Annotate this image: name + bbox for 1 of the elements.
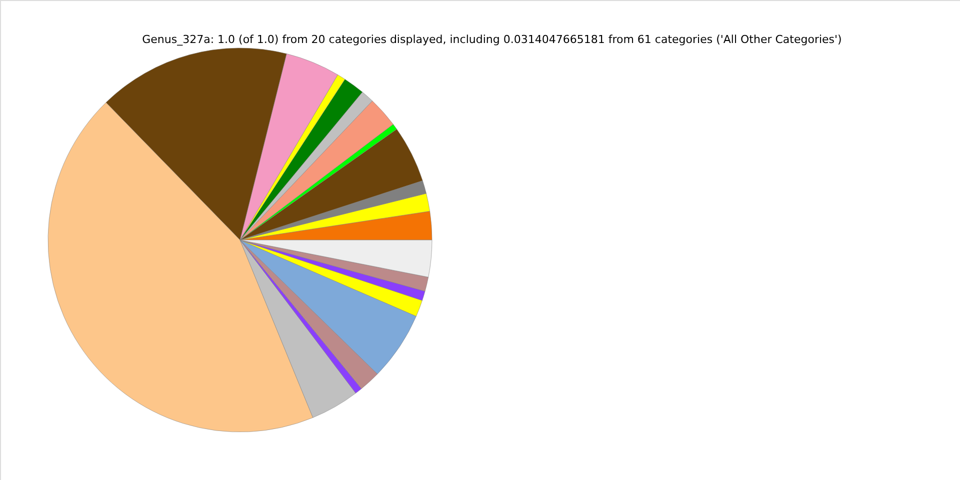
text: Genus_327a: 1.0 (of 1.0) from 20 categories displayed, including 0.0314047665181 from 61 categories ('All Other Categories')	[142, 33, 842, 46]
